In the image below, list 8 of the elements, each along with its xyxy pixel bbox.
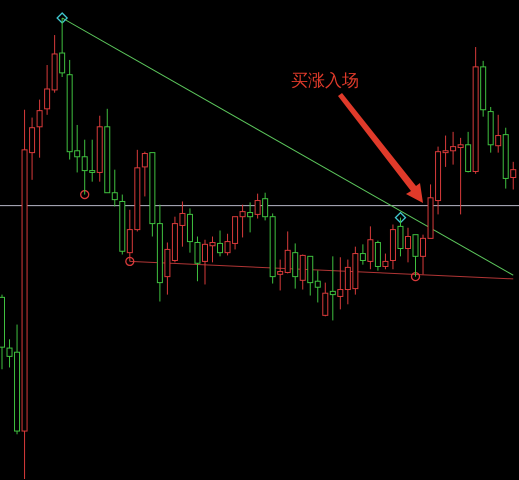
candlestick: [0, 294, 5, 370]
point: [394, 212, 406, 224]
candlestick: [314, 270, 321, 303]
point: [125, 256, 134, 266]
point: [56, 12, 68, 24]
point: [80, 190, 90, 200]
point: [410, 272, 420, 282]
annotation: 买涨入场: [291, 71, 359, 91]
